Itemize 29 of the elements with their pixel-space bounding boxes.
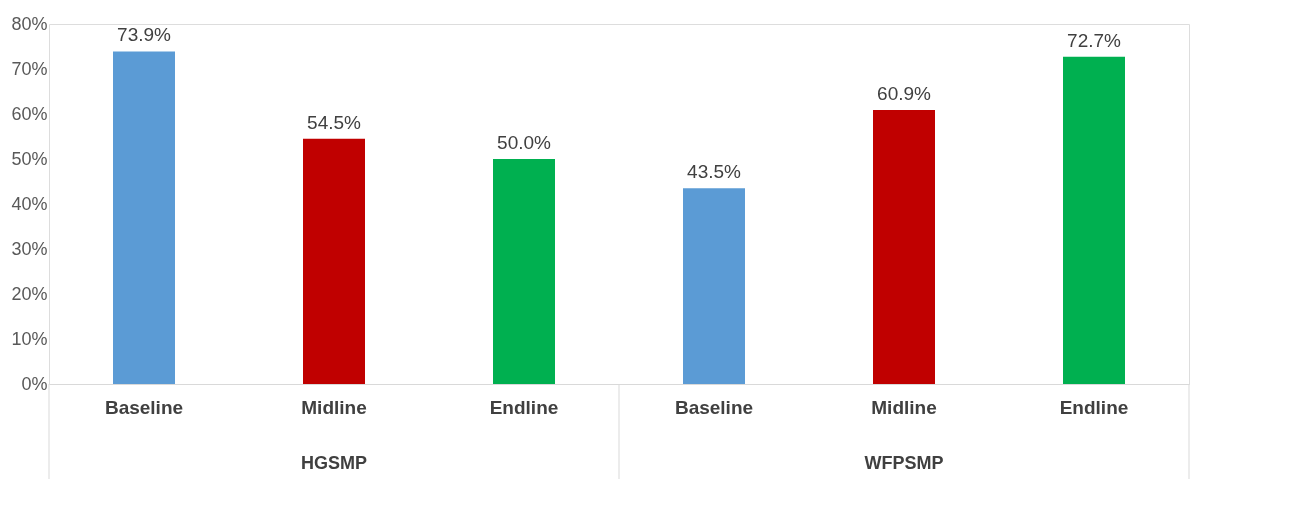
bar [683,188,745,384]
y-tick-label: 40% [11,193,48,214]
y-tick-label: 70% [11,58,48,79]
bar [1063,56,1125,384]
y-tick-label: 30% [11,238,48,259]
text: WFPSMP [864,453,944,473]
y-tick-label: 50% [11,148,48,169]
data-label: 73.9% [117,24,172,46]
bar [873,109,935,384]
data-label: 54.5% [307,111,362,133]
x-tick-label: Endline [1059,396,1129,418]
x-tick-label: Baseline [104,396,184,418]
x-tick-label: Midline [301,396,367,418]
text: HGSMP [300,453,368,473]
y-tick-label: 0% [21,373,48,394]
y-tick-label: 80% [11,13,48,34]
x-tick-label: Midline [871,396,937,418]
y-tick-label: 20% [11,283,48,304]
data-label: 43.5% [687,161,742,183]
data-label: 60.9% [877,82,932,104]
x-tick-label: Endline [489,396,559,418]
bar [493,159,555,384]
data-label: 72.7% [1067,29,1122,51]
y-tick-label: 10% [11,328,48,349]
data-label: 50.0% [497,132,552,153]
bar [303,138,365,384]
y-tick-label: 60% [11,103,48,124]
bar [113,51,175,384]
x-tick-label: Baseline [674,396,754,418]
